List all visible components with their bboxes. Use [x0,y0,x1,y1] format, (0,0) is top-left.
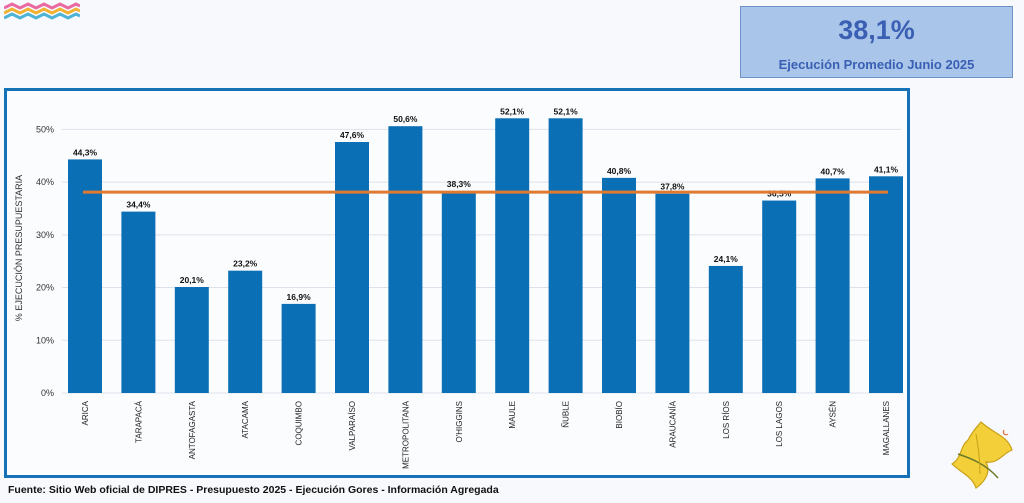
zigzag-decoration-icon [4,2,80,20]
bar [441,191,476,393]
x-tick-label: COQUIMBO [295,401,304,445]
x-tick-label: LOS RÍOS [722,401,731,439]
x-tick-label: BIOBÍO [615,401,624,429]
bar [708,265,743,393]
bar [495,118,530,394]
x-tick-label: METROPOLITANA [401,400,410,469]
bar [869,176,903,393]
bar [762,200,797,393]
data-label: 38,3% [447,179,472,189]
bar [655,193,690,393]
bar [388,126,423,393]
data-label: 52,1% [554,106,579,116]
bar-chart: 0% 10% 20% 30% 40% 50% % EJECUCIÓN PRESUPUESTA… [14,106,903,469]
x-tick-label: ARICA [81,400,90,425]
leaf-decoration-icon [951,421,1013,489]
kpi-card: 38,1% Ejecución Promedio Junio 2025 [740,6,1013,78]
bar [281,303,316,393]
source-note: Fuente: Sitio Web oficial de DIPRES - Pr… [8,484,499,496]
x-tick-label: VALPARAÍSO [348,401,357,451]
data-label: 40,7% [821,166,846,176]
y-tick-label: 50% [36,124,54,134]
y-tick-label: 20% [36,283,54,293]
data-label: 16,9% [287,292,312,302]
x-tick-label: TARAPACÁ [134,400,143,443]
chart-frame: 0% 10% 20% 30% 40% 50% % EJECUCIÓN PRESUPUESTA… [4,88,910,478]
data-label: 34,4% [126,200,151,210]
x-tick-label: ÑUBLE [562,401,571,428]
x-tick-label: ANTOFAGASTA [188,400,197,459]
x-tick-label: MAGALLANES [882,401,891,455]
bar [228,270,263,393]
x-tick-label: ATACAMA [241,400,250,438]
kpi-label: Ejecución Promedio Junio 2025 [778,57,975,72]
data-label: 40,8% [607,166,632,176]
data-label: 50,6% [393,114,418,124]
data-label: 44,3% [73,147,98,157]
bar [174,287,209,393]
data-label: 37,8% [660,182,685,192]
kpi-value: 38,1% [838,15,915,45]
data-label: 23,2% [233,259,258,269]
y-tick-label: 40% [36,177,54,187]
bar [815,178,850,393]
x-tick-label: LOS LAGOS [775,401,784,447]
bar [335,142,369,393]
y-tick-label: 0% [41,388,54,398]
data-label: 41,1% [874,164,899,174]
y-tick-label: 30% [36,230,54,240]
bar [121,211,156,393]
y-axis-label: % EJECUCIÓN PRESUPUESTARIA [14,175,24,321]
data-label: 52,1% [500,106,525,116]
y-tick-label: 10% [36,335,54,345]
data-label: 47,6% [340,130,365,140]
data-label: 24,1% [714,254,739,264]
x-tick-label: MAULE [508,401,517,429]
x-tick-label: O'HIGGINS [455,401,464,443]
x-tick-label: ARAUCANÍA [668,400,677,447]
bar [68,159,102,393]
x-tick-label: AYSÉN [829,401,838,428]
bar [602,177,636,393]
bar [548,118,583,394]
data-label: 20,1% [180,275,205,285]
